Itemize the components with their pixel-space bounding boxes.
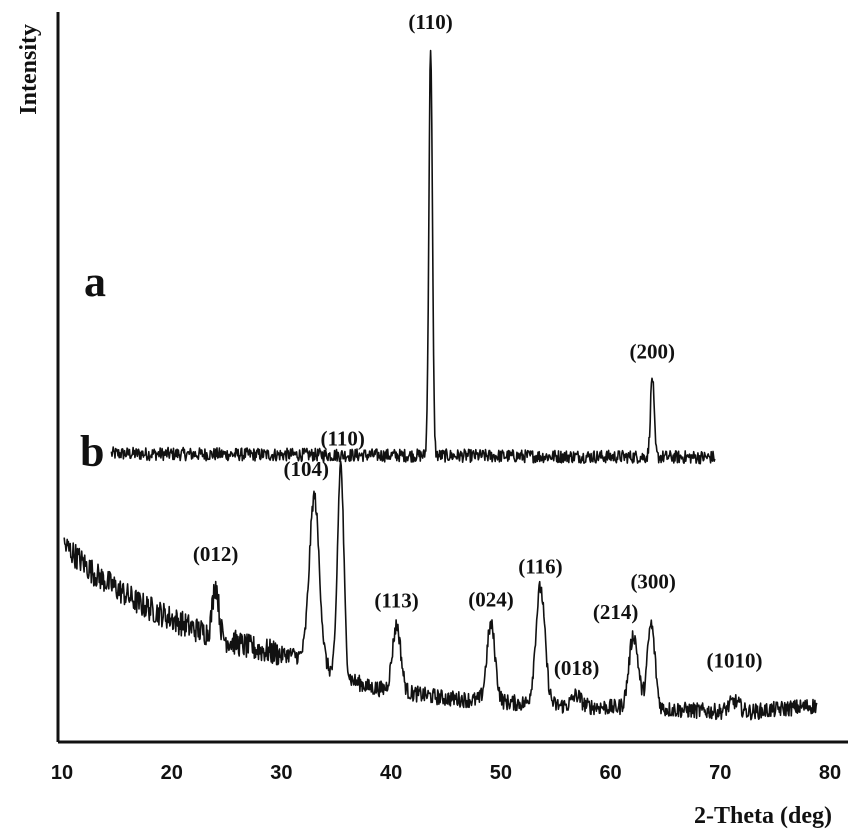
- x-tick-labels: 10 20 30 40 50 60 70 80: [51, 762, 841, 784]
- x-tick-label: 20: [161, 762, 183, 784]
- peak-label: (113): [374, 589, 418, 613]
- x-tick-label: 60: [599, 762, 621, 784]
- x-tick-label: 80: [819, 762, 841, 784]
- x-axis-title: 2-Theta (deg): [694, 803, 832, 829]
- x-tick-label: 10: [51, 762, 73, 784]
- series-b-tag: b: [80, 427, 104, 476]
- peak-label: (300): [630, 570, 676, 594]
- x-tick-label: 30: [270, 762, 292, 784]
- y-axis-title: Intensity: [16, 24, 42, 115]
- x-tick-label: 70: [709, 762, 731, 784]
- peak-label: (110): [408, 10, 452, 34]
- peak-labels: a (110) (200) b (012) (104) (110) (113) (024)(11…: [80, 10, 763, 680]
- peak-label: (116): [518, 555, 562, 579]
- peak-label: (104): [284, 457, 330, 481]
- peak-label: (024): [468, 588, 514, 612]
- series-layer: [63, 49, 818, 721]
- peak-label: (214): [593, 600, 639, 624]
- x-tick-label: 50: [490, 762, 512, 784]
- series-b-line: [63, 460, 818, 721]
- peak-label: (012): [193, 542, 239, 566]
- x-tick-label: 40: [380, 762, 402, 784]
- peak-label: (200): [630, 340, 676, 364]
- series-a-line: [110, 49, 716, 465]
- series-a-tag: a: [84, 257, 106, 306]
- peak-label: (110): [321, 427, 365, 451]
- peak-label: (018): [554, 656, 600, 680]
- peak-label: (1010): [707, 649, 763, 673]
